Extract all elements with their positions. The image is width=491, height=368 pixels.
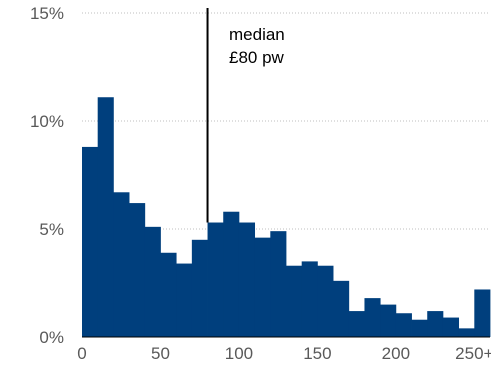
- histogram-bar: [160, 252, 177, 337]
- histogram-bar: [442, 317, 460, 337]
- histogram-bar: [207, 222, 224, 337]
- histogram-bar: [474, 289, 491, 337]
- histogram-bar: [254, 237, 271, 337]
- histogram-bar: [176, 263, 193, 337]
- axes: 0% 5% 10% 15% 0 50 100 150 200 250+: [30, 4, 491, 363]
- x-tick-label: 200: [382, 344, 410, 363]
- y-tick-label: 10%: [30, 112, 64, 131]
- histogram-bar: [348, 311, 365, 337]
- histogram-bar: [411, 319, 428, 337]
- y-tick-label: 5%: [39, 220, 64, 239]
- histogram-bar: [317, 265, 334, 337]
- x-tick-label: 0: [77, 344, 86, 363]
- median-annotation: median £80 pw: [206, 8, 285, 223]
- histogram-bar: [301, 261, 318, 337]
- histogram-bar: [380, 304, 397, 337]
- bars: [82, 97, 491, 338]
- histogram-bar: [113, 192, 130, 337]
- histogram-bar: [191, 239, 208, 337]
- histogram-bar: [286, 265, 303, 337]
- x-tick-label: 150: [303, 344, 331, 363]
- x-tick-label: 250+: [455, 344, 491, 363]
- x-tick-label: 50: [151, 344, 170, 363]
- histogram-bar: [427, 311, 444, 337]
- median-value-label: £80 pw: [229, 48, 285, 67]
- histogram-bar: [364, 298, 381, 337]
- median-label: median: [229, 25, 285, 44]
- histogram-bar: [144, 226, 161, 337]
- y-tick-label: 15%: [30, 4, 64, 23]
- histogram-bar: [333, 280, 350, 337]
- y-tick-label: 0%: [39, 328, 64, 347]
- histogram-bar: [458, 328, 475, 337]
- histogram-bar: [395, 313, 412, 337]
- histogram-bar: [223, 211, 240, 337]
- histogram-bar: [270, 231, 287, 337]
- histogram-bar: [82, 146, 99, 337]
- histogram-bar: [238, 222, 256, 337]
- histogram-bar: [129, 203, 146, 337]
- gridlines: [82, 12, 490, 230]
- histogram-bar: [97, 97, 114, 338]
- x-tick-label: 100: [225, 344, 253, 363]
